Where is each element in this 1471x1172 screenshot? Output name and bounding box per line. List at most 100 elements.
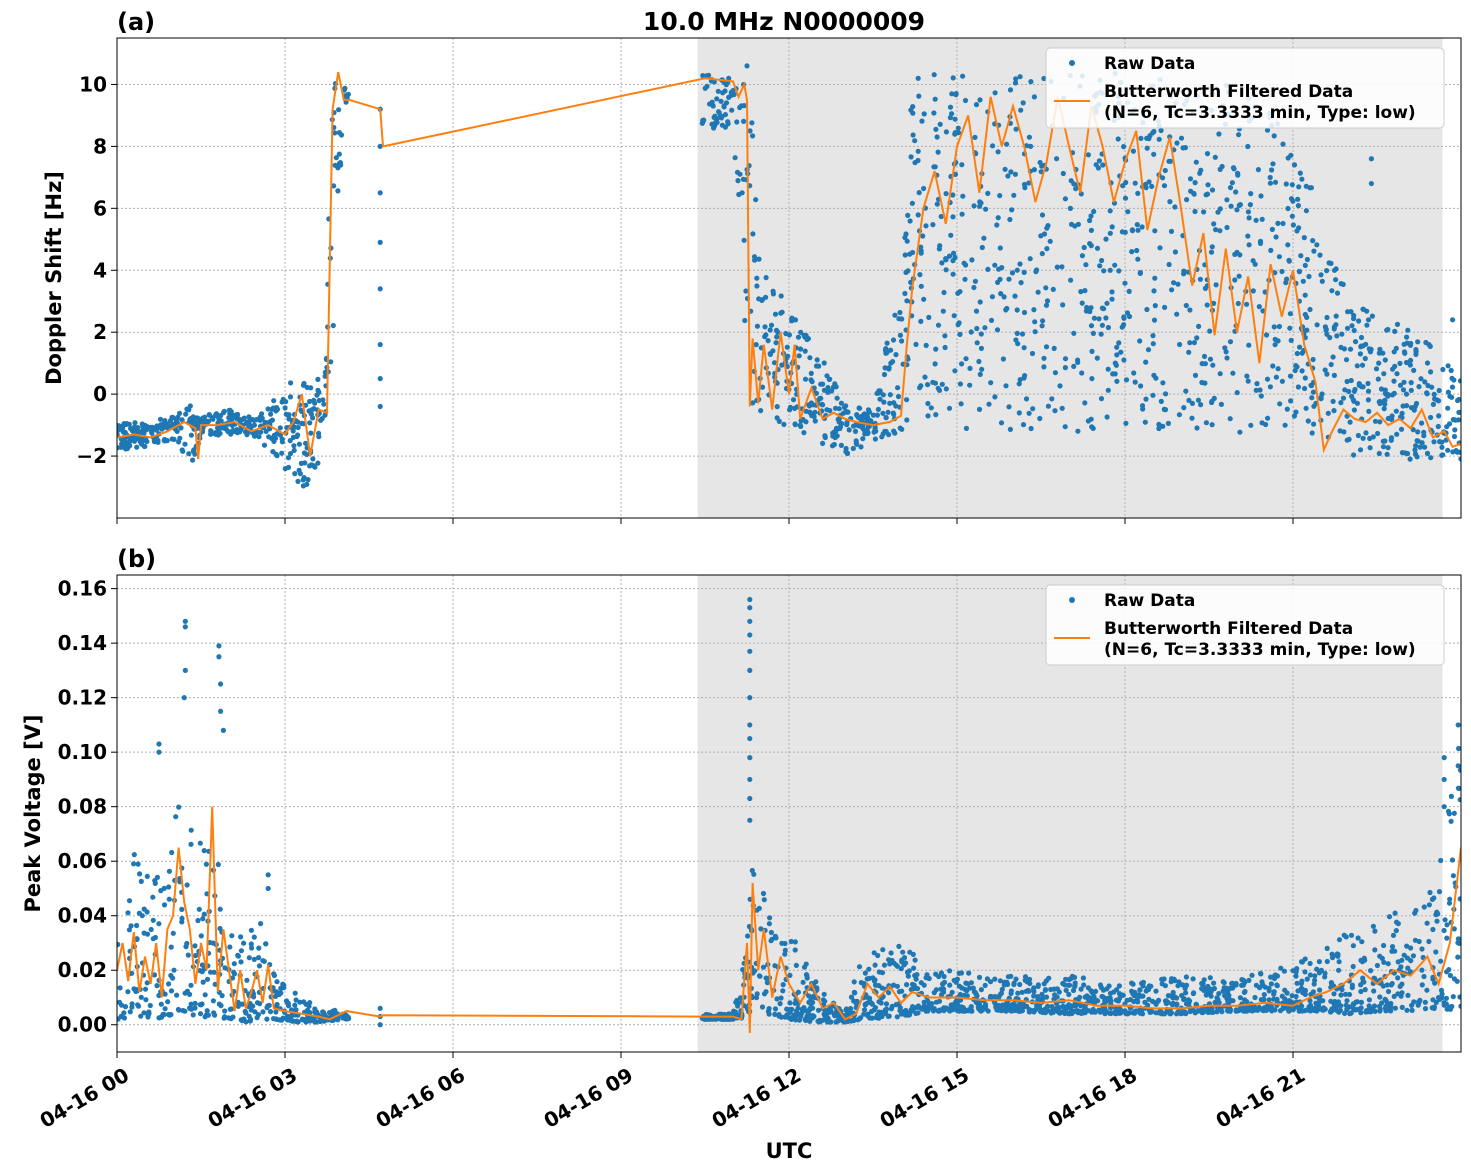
- raw-data-point: [1107, 208, 1113, 214]
- y-tick-label: 0.04: [58, 904, 107, 928]
- raw-data-point: [156, 921, 162, 927]
- raw-data-point: [806, 999, 812, 1005]
- raw-data-point: [1062, 196, 1068, 202]
- raw-data-point: [1228, 203, 1234, 209]
- raw-data-point: [1318, 967, 1324, 974]
- raw-data-point: [1011, 981, 1017, 988]
- raw-data-point: [1448, 367, 1454, 374]
- raw-data-point: [721, 103, 727, 109]
- raw-data-point: [195, 917, 201, 924]
- raw-data-point: [1411, 367, 1417, 373]
- raw-data-point: [1088, 323, 1095, 329]
- raw-data-point: [151, 437, 157, 443]
- raw-data-point: [1209, 187, 1216, 193]
- raw-data-point: [1097, 263, 1103, 269]
- raw-data-point: [1405, 992, 1411, 999]
- raw-data-point: [1408, 387, 1414, 393]
- raw-data-point: [138, 994, 144, 1000]
- raw-data-point: [851, 989, 858, 995]
- raw-data-point: [1445, 405, 1451, 411]
- raw-data-point: [1252, 261, 1258, 267]
- raw-data-point: [1275, 220, 1281, 226]
- raw-data-point: [1189, 400, 1195, 406]
- raw-data-point: [1016, 410, 1022, 416]
- raw-data-point: [753, 342, 759, 348]
- raw-data-point: [1159, 976, 1165, 983]
- raw-data-point: [1079, 370, 1085, 376]
- raw-data-point: [310, 456, 316, 462]
- raw-data-point: [947, 104, 954, 110]
- raw-data-point: [288, 1017, 294, 1023]
- raw-data-point: [171, 436, 177, 442]
- raw-data-point: [185, 952, 191, 958]
- raw-data-point: [880, 410, 886, 416]
- raw-data-point: [263, 941, 269, 947]
- raw-data-point: [1316, 959, 1322, 965]
- raw-data-point: [336, 151, 342, 157]
- raw-data-point: [822, 434, 828, 441]
- raw-data-point: [125, 989, 131, 995]
- raw-data-point: [1302, 262, 1308, 268]
- raw-data-point: [122, 440, 128, 446]
- raw-data-point: [1258, 970, 1264, 977]
- raw-data-point: [248, 941, 254, 947]
- raw-data-point: [814, 357, 820, 363]
- raw-data-point: [910, 1004, 916, 1010]
- raw-data-point: [853, 1000, 859, 1007]
- raw-data-point: [1431, 439, 1437, 445]
- raw-data-point: [1317, 252, 1323, 258]
- raw-data-point: [1059, 264, 1065, 270]
- raw-data-point: [1246, 215, 1252, 221]
- raw-data-point: [962, 276, 968, 282]
- raw-data-point: [941, 289, 947, 296]
- raw-data-point: [1377, 419, 1383, 425]
- raw-data-point: [955, 125, 961, 131]
- raw-data-point: [1152, 275, 1158, 281]
- raw-data-point: [291, 443, 297, 449]
- raw-data-point: [780, 982, 786, 988]
- raw-data-point: [899, 988, 905, 994]
- raw-data-point: [1014, 267, 1020, 273]
- raw-data-point: [995, 215, 1001, 221]
- raw-data-point: [1351, 327, 1357, 334]
- raw-data-point: [1271, 996, 1277, 1002]
- raw-data-point: [166, 981, 172, 987]
- raw-data-point: [1103, 315, 1109, 321]
- raw-data-point: [992, 976, 998, 982]
- raw-data-point: [307, 1000, 313, 1006]
- raw-data-point: [1176, 412, 1182, 418]
- raw-data-point: [1346, 388, 1352, 394]
- raw-data-point: [820, 440, 826, 446]
- raw-data-point: [1385, 326, 1391, 333]
- raw-data-point: [1302, 292, 1308, 298]
- raw-data-point: [188, 827, 194, 833]
- raw-data-point: [887, 392, 893, 398]
- raw-data-point: [1014, 330, 1020, 336]
- raw-data-point: [788, 938, 794, 945]
- raw-data-point: [175, 414, 181, 420]
- raw-data-point: [1335, 953, 1341, 959]
- raw-data-point: [1166, 261, 1172, 268]
- raw-data-point: [1376, 450, 1382, 457]
- raw-data-point: [1235, 300, 1241, 307]
- raw-data-point: [1094, 245, 1101, 251]
- raw-data-point: [1195, 397, 1201, 403]
- raw-data-point: [790, 397, 797, 403]
- raw-data-point: [1358, 957, 1364, 964]
- raw-data-point: [925, 413, 931, 419]
- raw-data-point: [938, 986, 944, 992]
- raw-data-point: [1343, 991, 1349, 997]
- raw-data-point: [220, 410, 226, 416]
- raw-data-point: [1137, 987, 1143, 993]
- raw-data-point: [1178, 135, 1185, 141]
- raw-data-point: [1381, 406, 1387, 412]
- raw-data-point: [1032, 319, 1038, 325]
- raw-data-point: [1091, 315, 1097, 321]
- y-tick-label: 0.10: [58, 740, 107, 764]
- raw-data-point: [989, 294, 996, 300]
- raw-data-point: [1135, 190, 1141, 196]
- raw-data-point: [160, 425, 166, 431]
- raw-data-point: [1078, 986, 1084, 992]
- raw-data-point: [1354, 363, 1360, 369]
- raw-data-point: [1009, 1004, 1015, 1010]
